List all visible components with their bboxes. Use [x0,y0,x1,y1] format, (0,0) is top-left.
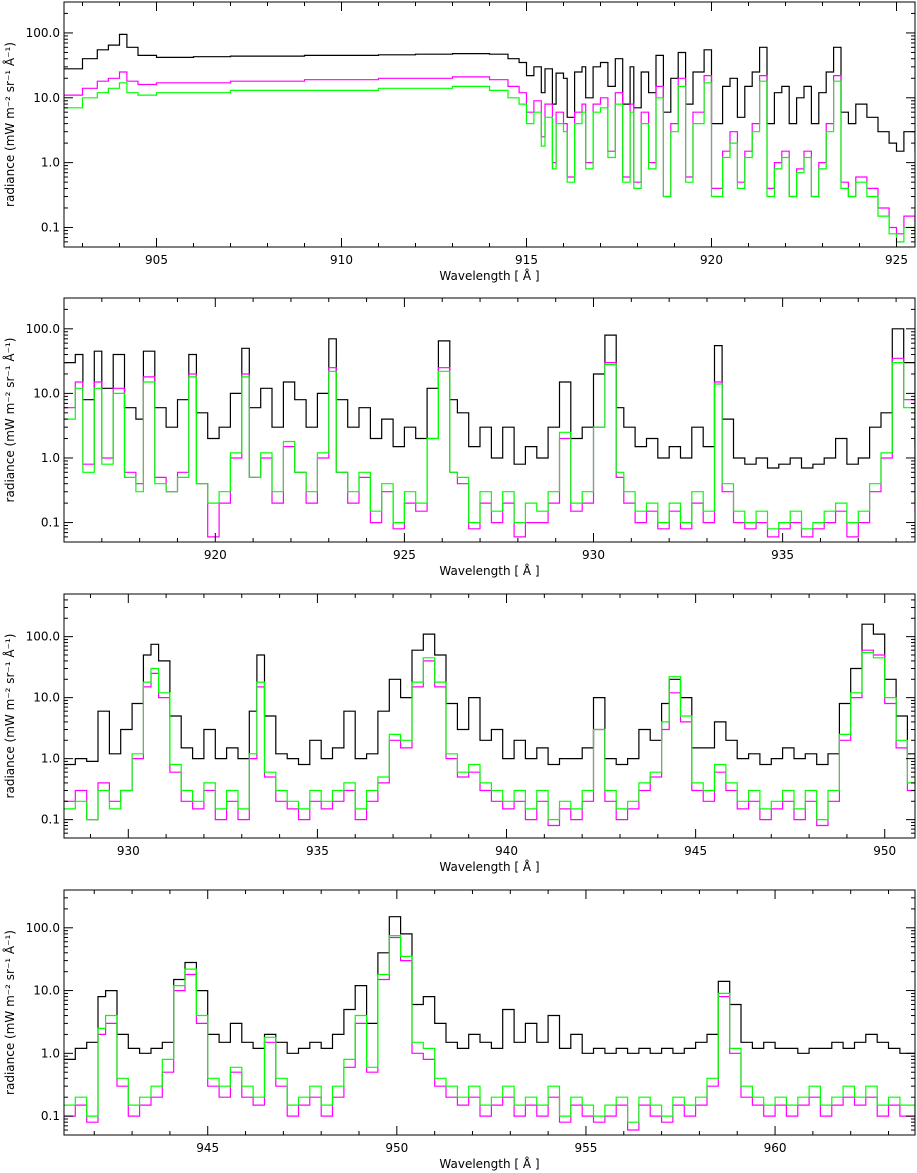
series-magenta-trace [64,936,915,1131]
x-tick-label: 930 [582,548,605,562]
y-tick-label: 1.0 [41,156,60,170]
y-tick-label: 100.0 [26,322,60,336]
y-tick-label: 0.1 [41,813,60,827]
x-tick-label: 910 [330,253,353,267]
x-tick-label: 920 [700,253,723,267]
panel-4: 945 950 955 960 0.1 1.0 10.0 100.0 Wavelength [ … [2,889,916,1171]
x-tick-label: 950 [873,844,896,858]
series-green-trace [64,935,915,1123]
y-tick-label: 1.0 [41,1046,60,1060]
x-axis-title: Wavelength [ Å ] [439,1156,539,1171]
x-tick-label: 960 [764,1141,787,1155]
x-tick-label: 945 [684,844,707,858]
y-tick-label: 0.1 [41,220,60,234]
y-axis-title: radiance (mW m⁻² sr⁻¹ Å⁻¹) [2,634,17,799]
x-tick-label: 935 [771,548,794,562]
series-magenta-trace [64,357,915,538]
y-tick-label: 0.1 [41,516,60,530]
series-green-trace [64,80,915,243]
x-axis-title: Wavelength [ Å ] [439,563,539,578]
series-magenta-trace [64,71,915,235]
x-tick-label: 945 [196,1141,219,1155]
x-tick-label: 905 [145,253,168,267]
series-total-trace [64,916,915,1060]
series-total-trace [64,328,915,469]
plot-frame [63,889,916,1136]
x-tick-label: 950 [385,1141,408,1155]
x-tick-label: 920 [204,548,227,562]
y-tick-label: 100.0 [26,630,60,644]
y-axis-title: radiance (mW m⁻² sr⁻¹ Å⁻¹) [2,930,17,1095]
x-tick-label: 940 [495,844,518,858]
y-axis-title: radiance (mW m⁻² sr⁻¹ Å⁻¹) [2,338,17,503]
x-tick-label: 925 [393,548,416,562]
plot-frame [63,297,916,543]
y-tick-label: 10.0 [33,386,60,400]
y-tick-label: 1.0 [41,752,60,766]
x-tick-label: 930 [117,844,140,858]
x-axis-title: Wavelength [ Å ] [439,268,539,283]
y-tick-label: 10.0 [33,984,60,998]
series-green-trace [64,651,915,821]
x-tick-label: 935 [306,844,329,858]
series-total-trace [64,623,915,766]
x-tick-label: 955 [574,1141,597,1155]
x-tick-label: 925 [885,253,908,267]
y-tick-label: 10.0 [33,91,60,105]
y-axis-title: radiance (mW m⁻² sr⁻¹ Å⁻¹) [2,42,17,207]
y-tick-label: 10.0 [33,691,60,705]
panel-2: 920 925 930 935 0.1 1.0 10.0 100.0 Wavelength [ … [2,297,916,578]
y-tick-label: 1.0 [41,451,60,465]
plot-frame [63,1,916,248]
y-tick-label: 100.0 [26,26,60,40]
y-tick-label: 100.0 [26,921,60,935]
panel-3: 930 935 940 945 950 0.1 1.0 10.0 100.0 Wavelength… [2,593,916,874]
x-axis-title: Wavelength [ Å ] [439,859,539,874]
x-tick-label: 915 [515,253,538,267]
series-magenta-trace [64,649,915,827]
panel-1: 905 910 915 920 925 0.1 1.0 10.0 100.0 Wavelength… [2,1,916,283]
series-green-trace [64,362,915,530]
y-tick-label: 0.1 [41,1109,60,1123]
